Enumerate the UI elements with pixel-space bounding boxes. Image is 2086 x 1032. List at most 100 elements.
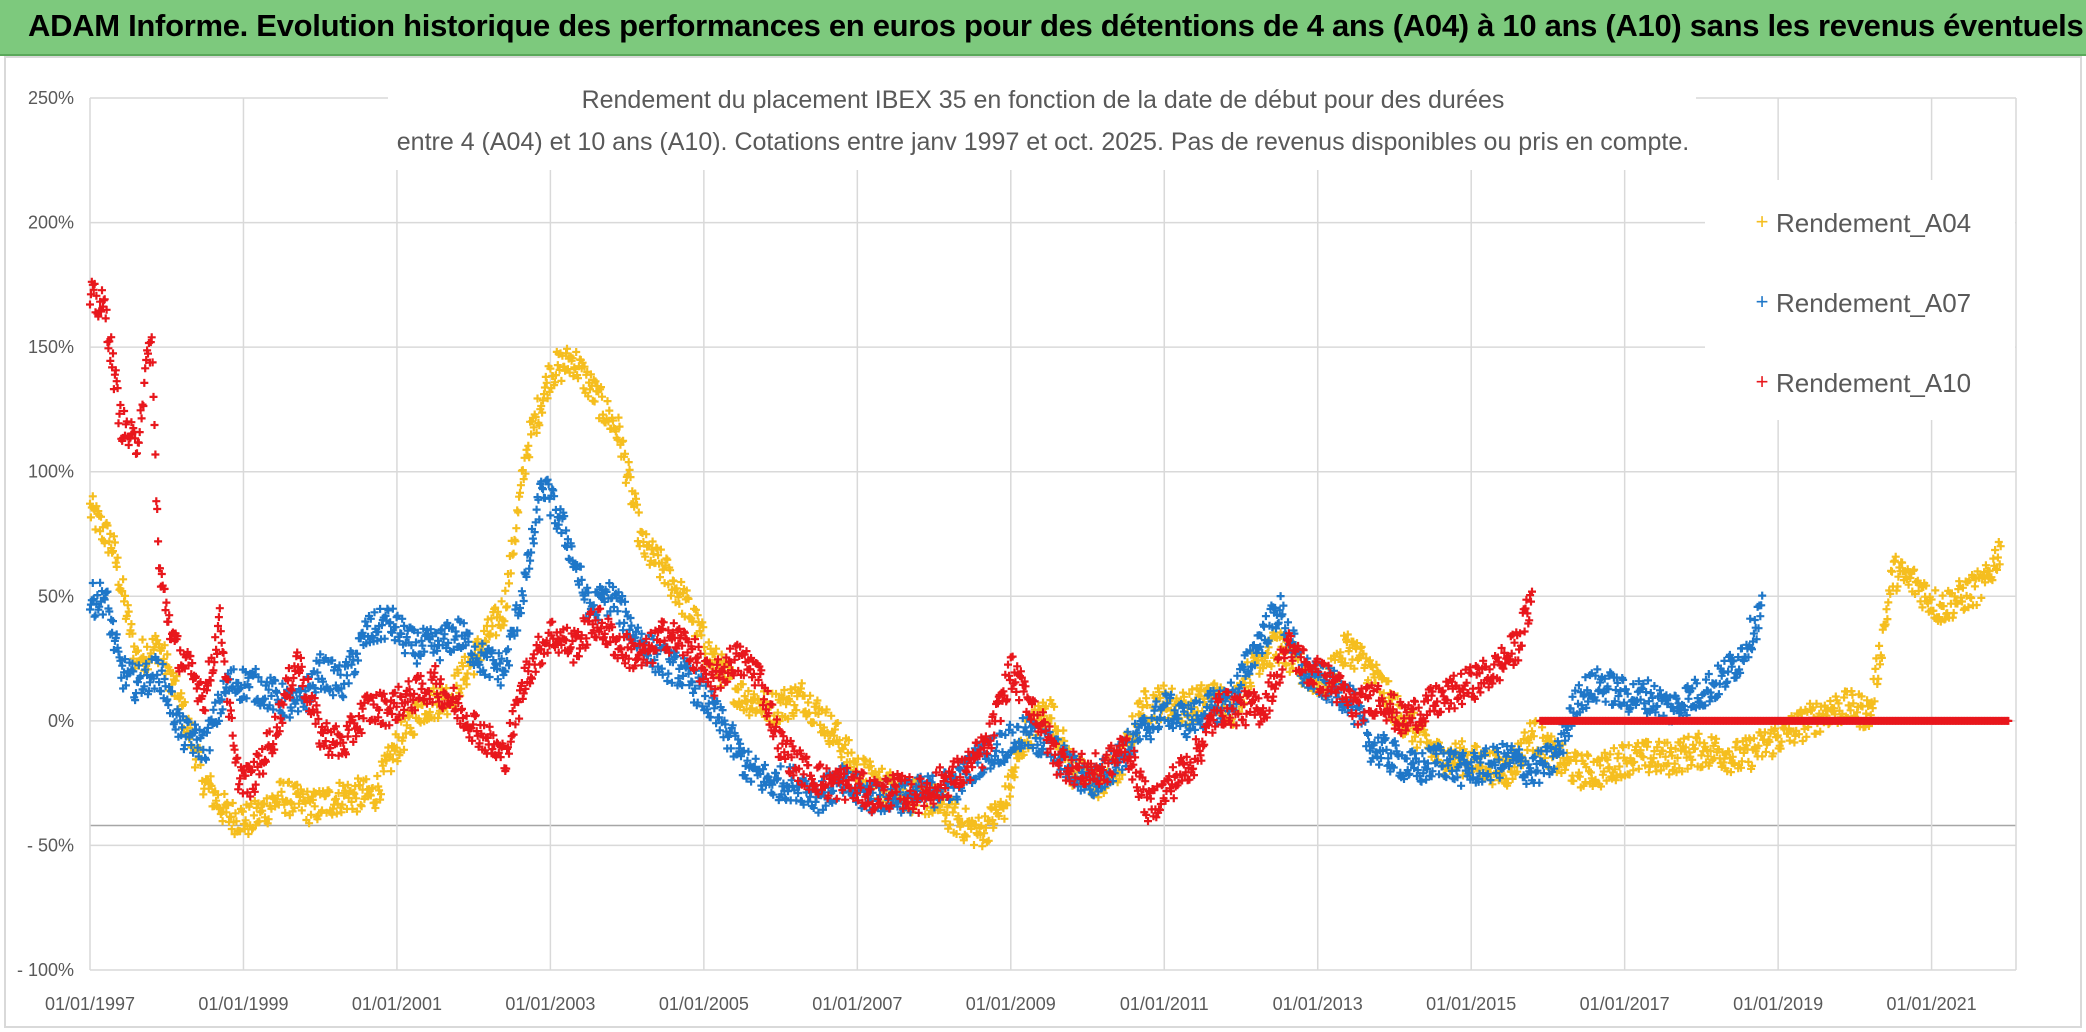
data-point-a04 (400, 745, 408, 754)
data-point-a04 (772, 689, 780, 698)
data-point-a07 (637, 629, 646, 638)
data-point-a07 (776, 762, 785, 771)
data-point-a10 (284, 664, 293, 673)
data-point-a04 (677, 578, 686, 586)
data-point-a10 (591, 616, 600, 625)
data-point-a07 (249, 670, 258, 679)
x-tick-label: 01/01/2005 (659, 994, 749, 1014)
data-point-a04 (664, 580, 673, 589)
data-point-a10 (1019, 687, 1028, 696)
data-point-a04 (819, 723, 828, 732)
data-point-a10 (993, 699, 1002, 708)
data-point-a07 (418, 641, 427, 650)
data-point-a10 (311, 719, 320, 728)
data-point-a10 (1004, 660, 1012, 669)
data-point-a04 (1197, 681, 1206, 690)
data-point-a07 (1515, 745, 1524, 754)
data-point-a10 (1046, 744, 1055, 753)
data-point-a10 (1051, 739, 1060, 748)
data-point-a10 (577, 631, 586, 640)
data-point-a07 (814, 808, 823, 817)
data-point-a10 (227, 714, 236, 722)
data-point-a04 (1812, 699, 1821, 708)
data-point-a04 (944, 824, 953, 833)
x-tick-label: 01/01/2009 (966, 994, 1056, 1014)
data-point-a10 (502, 764, 511, 773)
data-point-a04 (1681, 743, 1690, 752)
data-point-a04 (1965, 576, 1974, 585)
data-point-a04 (379, 767, 388, 776)
data-point-a04 (1795, 730, 1803, 739)
data-point-a10 (228, 731, 237, 740)
data-point-a04 (224, 801, 233, 810)
data-point-a07 (1752, 635, 1761, 644)
data-point-a10 (224, 675, 233, 684)
data-point-a04 (877, 764, 886, 773)
data-point-a04 (392, 743, 401, 752)
data-point-a07 (1275, 606, 1284, 615)
data-point-a10 (249, 757, 258, 766)
data-point-a04 (804, 698, 813, 707)
data-point-a04 (1003, 801, 1012, 810)
data-point-a10 (173, 632, 182, 641)
data-point-a07 (376, 604, 385, 613)
data-point-a07 (1300, 674, 1309, 683)
data-point-a10 (352, 732, 361, 741)
data-point-a04 (470, 670, 478, 679)
data-point-a10 (105, 337, 114, 346)
data-point-a04 (332, 809, 341, 818)
data-point-a10 (630, 641, 639, 650)
data-point-a04 (310, 802, 319, 811)
data-point-a04 (981, 812, 989, 821)
data-point-a04 (1141, 687, 1150, 696)
data-point-a07 (128, 659, 137, 668)
data-point-a07 (187, 741, 196, 750)
data-point-a07 (493, 665, 501, 673)
data-point-a04 (1692, 734, 1701, 743)
data-point-a04 (362, 775, 371, 784)
data-point-a07 (986, 764, 995, 773)
data-point-a07 (1629, 680, 1638, 689)
data-point-a10 (392, 702, 401, 711)
data-point-a10 (393, 715, 402, 724)
data-point-a04 (574, 374, 582, 383)
data-point-a07 (632, 627, 640, 636)
data-point-a07 (134, 661, 143, 670)
data-point-a10 (726, 644, 734, 653)
data-point-a07 (294, 707, 303, 716)
data-point-a04 (1547, 732, 1556, 741)
data-point-a10 (637, 661, 646, 670)
data-point-a04 (1135, 697, 1144, 706)
data-point-a07 (400, 649, 409, 658)
data-point-a07 (1559, 748, 1568, 757)
data-point-a07 (170, 718, 179, 727)
data-point-a10 (855, 774, 864, 783)
data-point-a10 (424, 687, 433, 696)
data-point-a04 (1451, 739, 1460, 748)
data-point-a04 (1935, 613, 1943, 622)
data-point-a04 (118, 587, 127, 596)
data-point-a07 (1533, 766, 1542, 775)
data-point-a07 (718, 706, 727, 715)
data-point-a07 (1008, 728, 1017, 737)
data-point-a07 (337, 684, 346, 693)
data-point-a04 (994, 812, 1003, 820)
data-point-a04 (784, 714, 792, 723)
x-tick-label: 01/01/2003 (505, 994, 595, 1014)
data-point-a07 (1377, 754, 1385, 763)
chart-frame (4, 56, 2082, 1028)
data-point-a07 (494, 649, 503, 658)
data-point-a10 (1015, 696, 1024, 705)
data-point-a04 (503, 602, 512, 611)
data-point-a10 (220, 657, 229, 666)
data-point-a07 (1593, 665, 1602, 674)
data-point-a10 (236, 774, 245, 783)
data-point-a07 (144, 687, 153, 696)
data-point-a04 (1179, 692, 1188, 701)
data-point-a07 (413, 628, 422, 637)
data-point-a10 (1056, 770, 1065, 779)
data-point-a04 (1341, 659, 1349, 668)
data-point-a07 (1522, 779, 1531, 788)
data-point-a07 (184, 717, 193, 726)
data-point-a07 (706, 713, 715, 722)
